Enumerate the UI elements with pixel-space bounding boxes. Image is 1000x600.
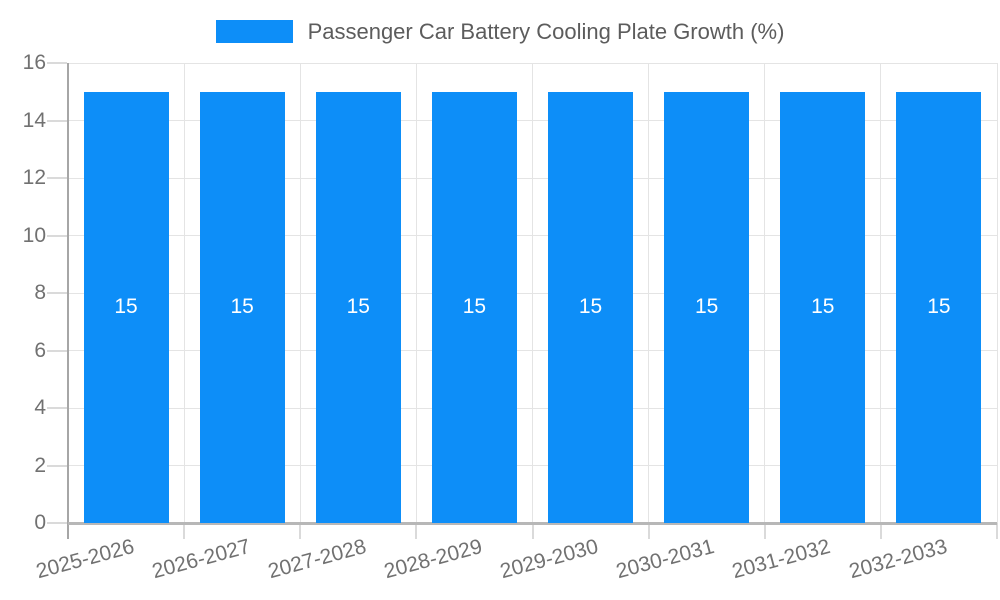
bar	[431, 91, 517, 523]
x-axis-tick-label: 2032-2033	[846, 534, 950, 584]
y-axis-tick-label: 10	[22, 223, 46, 247]
x-gridline	[183, 63, 185, 523]
y-axis-tick-label: 16	[22, 51, 46, 74]
x-gridline	[880, 63, 882, 523]
x-gridline	[996, 63, 998, 523]
x-tick-mark	[647, 523, 650, 539]
y-axis-tick-label: 8	[34, 281, 46, 304]
x-gridline	[415, 63, 417, 523]
x-gridline	[532, 63, 533, 523]
bar	[83, 91, 169, 523]
x-axis-tick-label: 2031-2032	[730, 534, 834, 584]
bar	[780, 91, 866, 523]
x-tick-mark	[415, 523, 418, 539]
bar-value-label: 15	[114, 295, 138, 319]
x-axis-tick-label: 2028-2029	[381, 534, 485, 584]
x-tick-mark	[879, 523, 882, 539]
y-tick-mark	[47, 522, 67, 524]
bar	[199, 91, 285, 523]
x-gridline	[299, 63, 301, 523]
bar-value-label: 15	[578, 295, 603, 319]
bar-value-label: 15	[811, 295, 835, 319]
bar	[548, 91, 634, 523]
legend-label: Passenger Car Battery Cooling Plate Grow…	[307, 19, 785, 44]
y-tick-mark	[47, 407, 67, 409]
y-axis-tick-label: 2	[34, 453, 46, 477]
x-tick-mark	[531, 523, 534, 539]
y-tick-mark	[47, 234, 67, 237]
x-axis-tick-label: 2027-2028	[265, 534, 369, 584]
y-tick-mark	[47, 62, 67, 64]
x-axis-tick-label: 2026-2027	[149, 534, 253, 584]
y-tick-mark	[47, 119, 67, 122]
bar-value-label: 15	[695, 295, 719, 319]
bar-value-label: 15	[346, 295, 370, 319]
x-tick-mark	[996, 523, 998, 539]
y-tick-mark	[47, 349, 67, 352]
y-axis-tick-label: 0	[34, 511, 46, 534]
y-axis-tick-label: 6	[34, 338, 46, 362]
x-axis-tick-label: 2025-2026	[33, 534, 137, 584]
y-axis-tick-label: 12	[22, 166, 46, 189]
bar-value-label: 15	[927, 295, 951, 319]
legend-item[interactable]: Passenger Car Battery Cooling Plate Grow…	[215, 18, 785, 45]
y-axis-tick-label: 4	[34, 396, 46, 419]
legend-swatch-icon	[215, 20, 293, 43]
plot-area: 0 2 4 6 8 10 12 14 16 15 15 15 15 15 15 15 15 2025-2026 20…	[23, 51, 998, 583]
x-axis-line	[68, 522, 997, 525]
x-gridline	[764, 63, 766, 523]
x-tick-mark	[763, 523, 766, 539]
bar-value-label: 15	[462, 295, 487, 319]
bar-value-label: 15	[230, 295, 254, 319]
y-tick-mark	[47, 464, 67, 467]
x-axis-tick-label: 2029-2030	[497, 534, 601, 584]
y-axis-line	[67, 63, 69, 539]
legend: Passenger Car Battery Cooling Plate Grow…	[0, 18, 1000, 45]
x-tick-mark	[183, 523, 186, 539]
y-tick-mark	[47, 177, 67, 179]
bar	[315, 91, 401, 523]
bar	[664, 91, 750, 523]
x-tick-mark	[299, 523, 302, 539]
y-axis-tick-label: 14	[22, 108, 46, 132]
x-axis-tick-label: 2030-2031	[613, 534, 717, 584]
bar	[896, 91, 982, 523]
y-tick-mark	[47, 292, 67, 294]
x-gridline	[648, 63, 650, 523]
